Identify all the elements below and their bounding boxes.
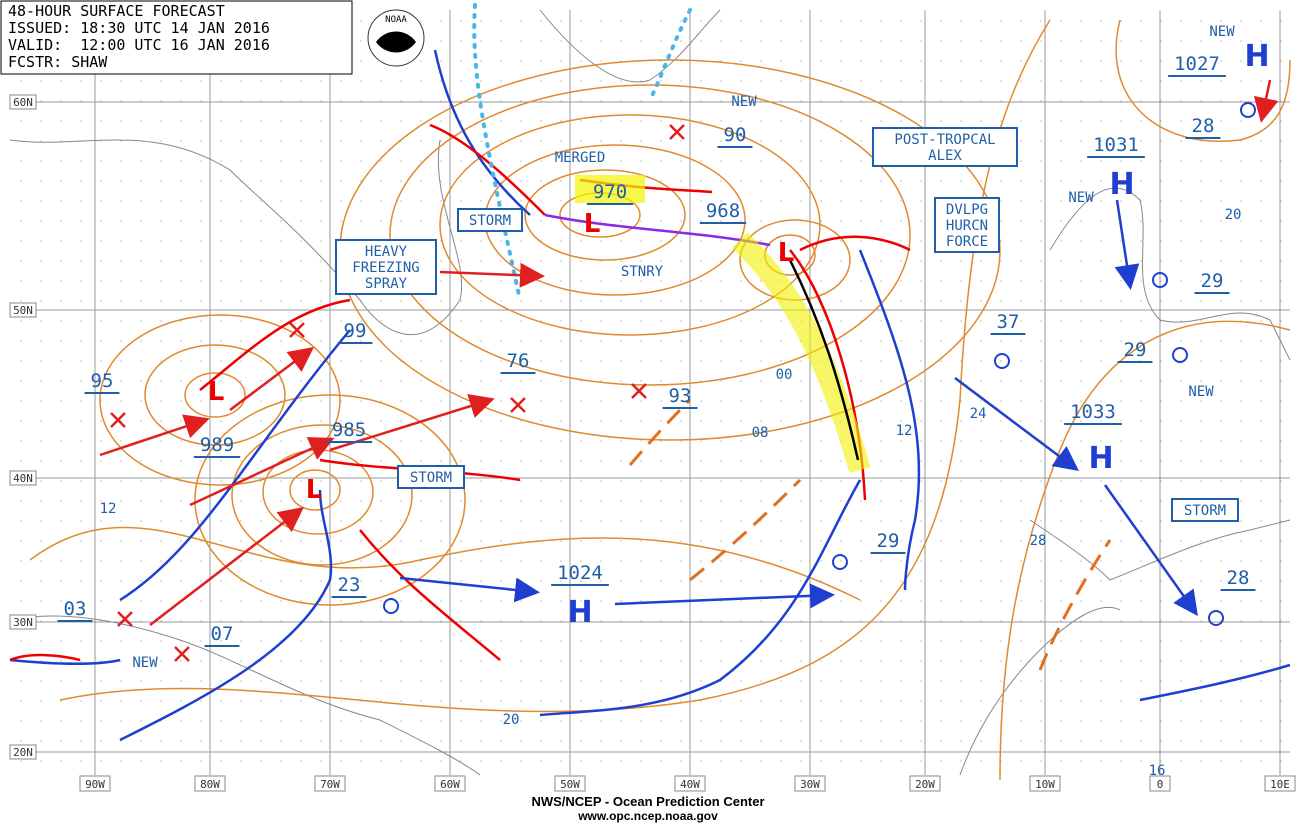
- text-label: 24: [970, 406, 987, 422]
- grid-dots: [10, 10, 1290, 770]
- pressure-label: 07: [211, 623, 234, 645]
- lon-label: 60W: [440, 778, 460, 791]
- high-center: H: [1109, 167, 1134, 202]
- low-center: L: [584, 209, 601, 239]
- lat-label: 20N: [13, 746, 33, 759]
- lat-label: 40N: [13, 472, 33, 485]
- lon-label: 90W: [85, 778, 105, 791]
- pressure-label: 989: [200, 434, 234, 456]
- pressure-label: 985: [332, 419, 366, 441]
- lon-label: 50W: [560, 778, 580, 791]
- fronts: [9, 3, 1291, 742]
- label-box: [335, 239, 437, 295]
- boxed-label: HEAVY: [365, 244, 408, 260]
- lon-label: 30W: [800, 778, 820, 791]
- header-line: VALID: 12:00 UTC 16 JAN 2016: [8, 36, 270, 54]
- text-label: NEW: [1068, 190, 1094, 206]
- lat-label: 30N: [13, 616, 33, 629]
- lon-label-boxes: [79, 775, 1296, 792]
- text-label: 16: [1149, 763, 1166, 779]
- text-label: NEW: [1209, 24, 1235, 40]
- pressure-label: 1027: [1174, 53, 1220, 75]
- header-line: ISSUED: 18:30 UTC 14 JAN 2016: [8, 19, 270, 37]
- future-centers: [383, 102, 1256, 626]
- pressure-label: 29: [1201, 270, 1224, 292]
- pressure-label: 1024: [557, 562, 603, 584]
- lon-label: 40W: [680, 778, 700, 791]
- label-box: [934, 197, 1000, 253]
- pressure-label: 93: [669, 385, 692, 407]
- low-center: L: [778, 238, 795, 268]
- pressure-label: 970: [593, 181, 627, 203]
- boxed-label: DVLPG: [946, 202, 988, 218]
- pressure-label: 03: [64, 598, 87, 620]
- lat-label: 60N: [13, 96, 33, 109]
- boxed-label: ALEX: [928, 148, 962, 164]
- pressure-label: 28: [1227, 567, 1250, 589]
- low-center: L: [306, 475, 323, 505]
- pressure-label: 95: [91, 370, 114, 392]
- pressure-label: 37: [997, 311, 1020, 333]
- lat-labels: [9, 94, 37, 760]
- pressure-label: 99: [344, 320, 367, 342]
- high-center: H: [567, 595, 592, 630]
- pressure-label: 90: [724, 124, 747, 146]
- x-marks: [110, 124, 685, 662]
- pressure-label: 28: [1192, 115, 1215, 137]
- text-label: 20: [503, 712, 520, 728]
- pressure-label: 1033: [1070, 401, 1116, 423]
- boxed-label: SPRAY: [365, 276, 408, 292]
- boxed-label: POST-TROPCAL: [894, 132, 995, 148]
- lon-label: 20W: [915, 778, 935, 791]
- text-label: MERGED: [555, 150, 606, 166]
- label-box: [1171, 498, 1239, 522]
- text-label: 00: [776, 367, 793, 383]
- text-label: NEW: [1188, 384, 1214, 400]
- label-box: [872, 127, 1018, 167]
- lon-label: 10E: [1270, 778, 1290, 791]
- text-label: 28: [1030, 533, 1047, 549]
- header-line: 48-HOUR SURFACE FORECAST: [8, 2, 225, 20]
- pressure-label: 23: [338, 574, 361, 596]
- graticule: [10, 10, 1290, 775]
- pressure-label: 29: [1124, 339, 1147, 361]
- boxed-label: STORM: [469, 213, 511, 229]
- header-line: FCSTR: SHAW: [8, 53, 108, 71]
- lon-label: 0: [1157, 778, 1164, 791]
- text-label: 12: [896, 423, 913, 439]
- lon-label: 10W: [1035, 778, 1055, 791]
- text-label: STNRY: [621, 264, 664, 280]
- label-box: [397, 465, 465, 489]
- boxed-label: FREEZING: [352, 260, 419, 276]
- boxed-label: HURCN: [946, 218, 988, 234]
- label-box: [457, 208, 523, 232]
- high-center: H: [1244, 39, 1269, 74]
- text-label: NEW: [731, 94, 757, 110]
- coastlines: [9, 9, 1291, 776]
- isobars: [29, 19, 1291, 781]
- text-label: NEW: [132, 655, 158, 671]
- text-label: 20: [1225, 207, 1242, 223]
- logo-text: NOAA: [385, 15, 407, 25]
- logo-bird: [376, 31, 416, 53]
- footer-line: NWS/NCEP - Ocean Prediction Center: [531, 794, 764, 809]
- lat-label: 50N: [13, 304, 33, 317]
- pressure-label: 968: [706, 200, 740, 222]
- pressure-label: 1031: [1093, 134, 1139, 156]
- boxed-label: STORM: [1184, 503, 1226, 519]
- boxed-label: FORCE: [946, 234, 988, 250]
- lon-label: 80W: [200, 778, 220, 791]
- footer-line: www.opc.ncep.noaa.gov: [577, 809, 718, 823]
- highlight: [575, 175, 645, 203]
- pressure-label: 76: [507, 350, 530, 372]
- boxed-label: STORM: [410, 470, 452, 486]
- text-label: 08: [752, 425, 769, 441]
- pressure-label: 29: [877, 530, 900, 552]
- text-label: 12: [100, 501, 117, 517]
- lon-label: 70W: [320, 778, 340, 791]
- header-box: [0, 0, 353, 75]
- low-center: L: [208, 377, 225, 407]
- high-center: H: [1088, 441, 1113, 476]
